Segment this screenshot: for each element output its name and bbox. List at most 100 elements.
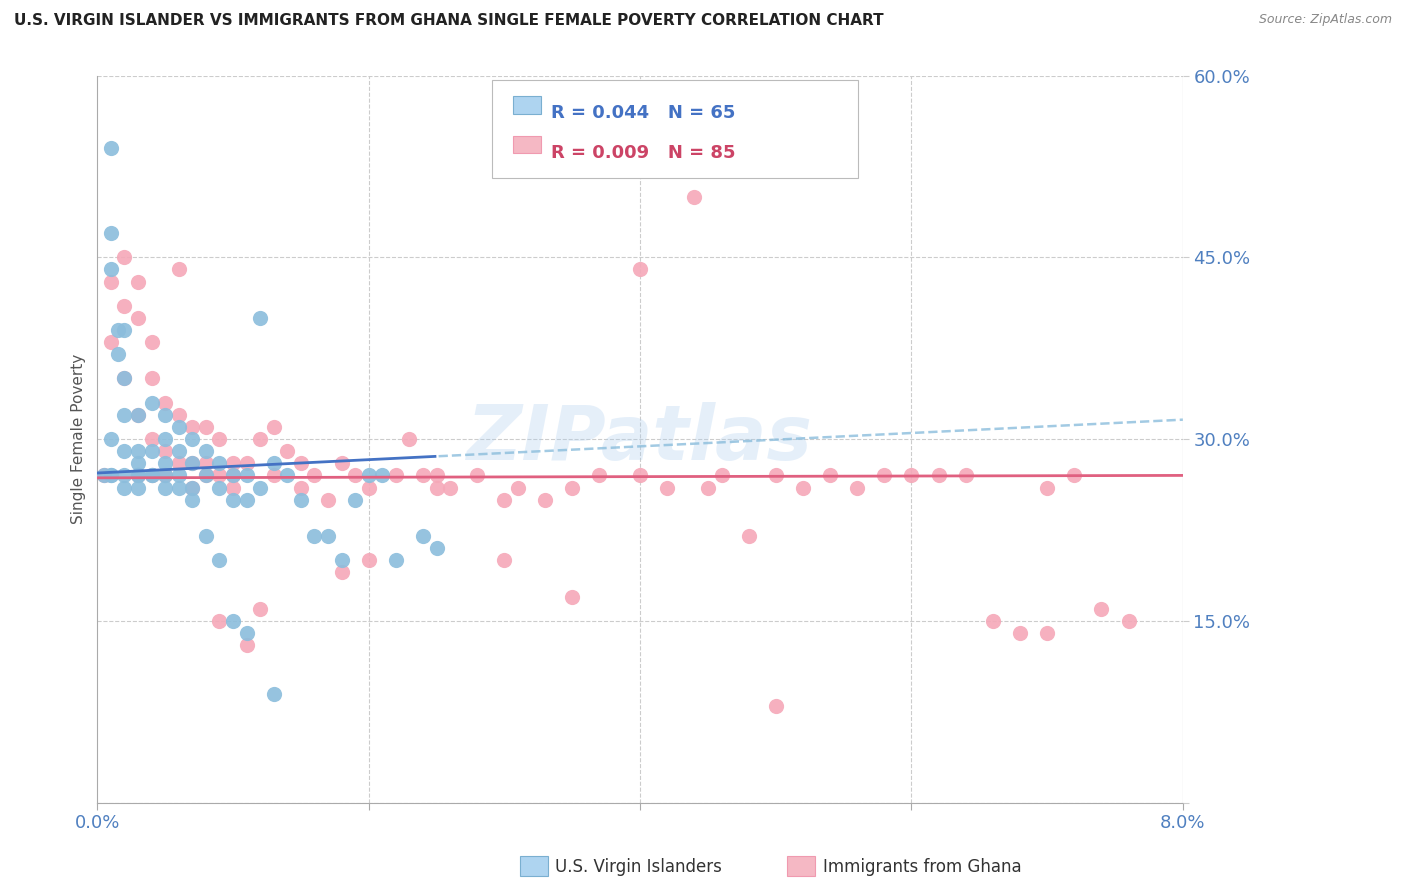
Point: [371, 468, 394, 483]
Point: [792, 481, 814, 495]
Point: [114, 250, 136, 264]
Point: [100, 262, 122, 277]
Point: [534, 492, 557, 507]
Point: [181, 481, 204, 495]
Point: [426, 468, 449, 483]
Point: [737, 529, 759, 543]
Point: [114, 408, 136, 422]
Point: [330, 456, 353, 470]
Text: Immigrants from Ghana: Immigrants from Ghana: [823, 858, 1021, 876]
Point: [357, 468, 380, 483]
Point: [561, 481, 583, 495]
Point: [114, 323, 136, 337]
Point: [263, 468, 285, 483]
Text: U.S. VIRGIN ISLANDER VS IMMIGRANTS FROM GHANA SINGLE FEMALE POVERTY CORRELATION : U.S. VIRGIN ISLANDER VS IMMIGRANTS FROM …: [14, 13, 884, 29]
Point: [181, 432, 204, 446]
Point: [127, 468, 149, 483]
Point: [153, 468, 176, 483]
Point: [290, 492, 312, 507]
Point: [1063, 468, 1085, 483]
Point: [276, 444, 298, 458]
Text: U.S. Virgin Islanders: U.S. Virgin Islanders: [555, 858, 723, 876]
Point: [330, 566, 353, 580]
Point: [167, 456, 190, 470]
Text: R = 0.009   N = 85: R = 0.009 N = 85: [551, 144, 735, 161]
Point: [208, 468, 231, 483]
Point: [249, 310, 271, 325]
Point: [114, 481, 136, 495]
Point: [344, 492, 367, 507]
Point: [181, 456, 204, 470]
Point: [846, 481, 869, 495]
Point: [222, 614, 245, 628]
Point: [235, 456, 257, 470]
Point: [235, 626, 257, 640]
Point: [93, 468, 115, 483]
Point: [127, 481, 149, 495]
Point: [141, 395, 163, 409]
Point: [181, 481, 204, 495]
Point: [494, 492, 516, 507]
Point: [628, 468, 651, 483]
Point: [304, 529, 326, 543]
Point: [710, 468, 733, 483]
Point: [263, 687, 285, 701]
Point: [114, 468, 136, 483]
Point: [100, 226, 122, 240]
Point: [100, 141, 122, 155]
Point: [955, 468, 977, 483]
Text: ZIPatlas: ZIPatlas: [467, 402, 813, 476]
Point: [357, 553, 380, 567]
Point: [93, 468, 115, 483]
Point: [412, 468, 434, 483]
Point: [765, 698, 787, 713]
Point: [141, 468, 163, 483]
Point: [683, 190, 706, 204]
Point: [385, 468, 408, 483]
Point: [153, 444, 176, 458]
Point: [222, 468, 245, 483]
Point: [127, 408, 149, 422]
Point: [114, 299, 136, 313]
Point: [628, 262, 651, 277]
Point: [657, 481, 679, 495]
Point: [290, 456, 312, 470]
Point: [506, 481, 529, 495]
Point: [398, 432, 420, 446]
Point: [235, 492, 257, 507]
Point: [141, 335, 163, 350]
Point: [316, 492, 339, 507]
Point: [127, 456, 149, 470]
Point: [194, 420, 217, 434]
Point: [208, 481, 231, 495]
Point: [588, 468, 610, 483]
Point: [290, 481, 312, 495]
Point: [385, 553, 408, 567]
Point: [107, 323, 129, 337]
Point: [194, 529, 217, 543]
Point: [249, 432, 271, 446]
Point: [100, 275, 122, 289]
Point: [465, 468, 488, 483]
Point: [141, 468, 163, 483]
Point: [167, 420, 190, 434]
Point: [127, 310, 149, 325]
Point: [304, 468, 326, 483]
Point: [208, 456, 231, 470]
Point: [412, 529, 434, 543]
Point: [194, 468, 217, 483]
Point: [1118, 614, 1140, 628]
Text: R = 0.044   N = 65: R = 0.044 N = 65: [551, 104, 735, 122]
Point: [222, 468, 245, 483]
Point: [263, 420, 285, 434]
Point: [249, 481, 271, 495]
Point: [127, 468, 149, 483]
Point: [439, 481, 461, 495]
Point: [194, 468, 217, 483]
Point: [1008, 626, 1031, 640]
Point: [153, 408, 176, 422]
Y-axis label: Single Female Poverty: Single Female Poverty: [72, 354, 86, 524]
Point: [194, 444, 217, 458]
Point: [1036, 626, 1059, 640]
Point: [114, 444, 136, 458]
